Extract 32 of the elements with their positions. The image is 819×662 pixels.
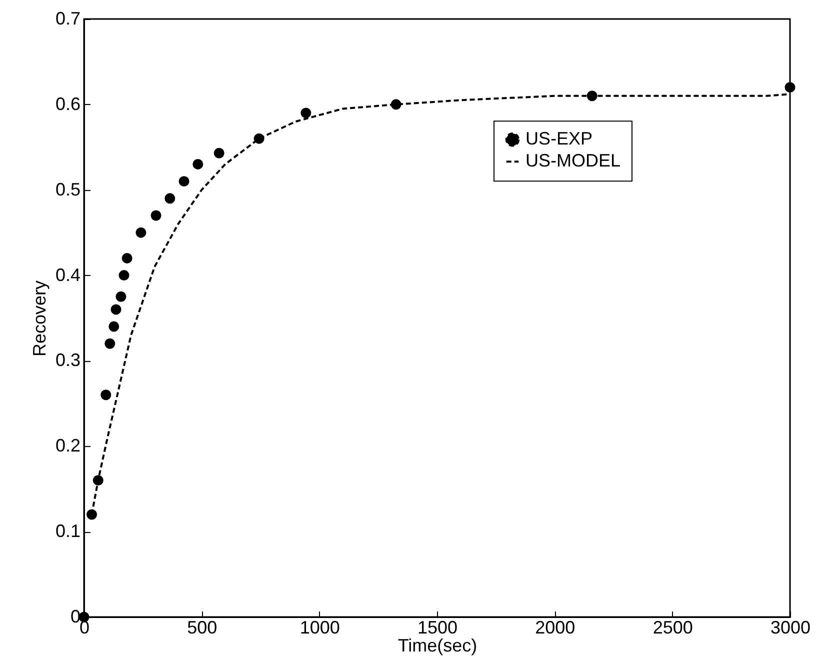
point — [300, 108, 312, 118]
legend-label: US-MODEL — [525, 150, 620, 171]
point — [116, 291, 126, 302]
point — [178, 176, 190, 187]
point — [104, 338, 116, 349]
y-tick-label: 0.2 — [55, 436, 80, 456]
y-tick-label: 0.4 — [55, 264, 80, 285]
point — [164, 193, 176, 204]
x-tick-label: 2000 — [535, 618, 576, 638]
x-axis-title: Time(sec) — [398, 636, 478, 656]
point — [122, 252, 132, 264]
x-tick-label: 2500 — [652, 618, 693, 638]
point — [214, 148, 224, 158]
x-tick-label: 1000 — [300, 618, 340, 638]
legend-label: US-EXP — [525, 128, 593, 149]
y-tick-label: 0.6 — [55, 94, 80, 114]
point — [136, 227, 146, 238]
x-tick-label: 3000 — [770, 618, 811, 638]
x-tick-label: 500 — [187, 618, 218, 638]
y-tick-label: 0.3 — [55, 350, 80, 370]
point — [192, 158, 204, 170]
point — [110, 304, 122, 315]
y-tick-label: 0.7 — [55, 8, 80, 28]
y-tick-label: 0.1 — [55, 521, 80, 542]
point — [150, 210, 162, 221]
y-axis-title: Recovery — [29, 280, 50, 357]
point — [784, 82, 796, 93]
point — [108, 321, 120, 332]
point — [118, 270, 130, 281]
y-tick-label: 0.5 — [55, 179, 80, 200]
x-tick-label: 1500 — [417, 618, 458, 638]
point — [100, 390, 112, 400]
